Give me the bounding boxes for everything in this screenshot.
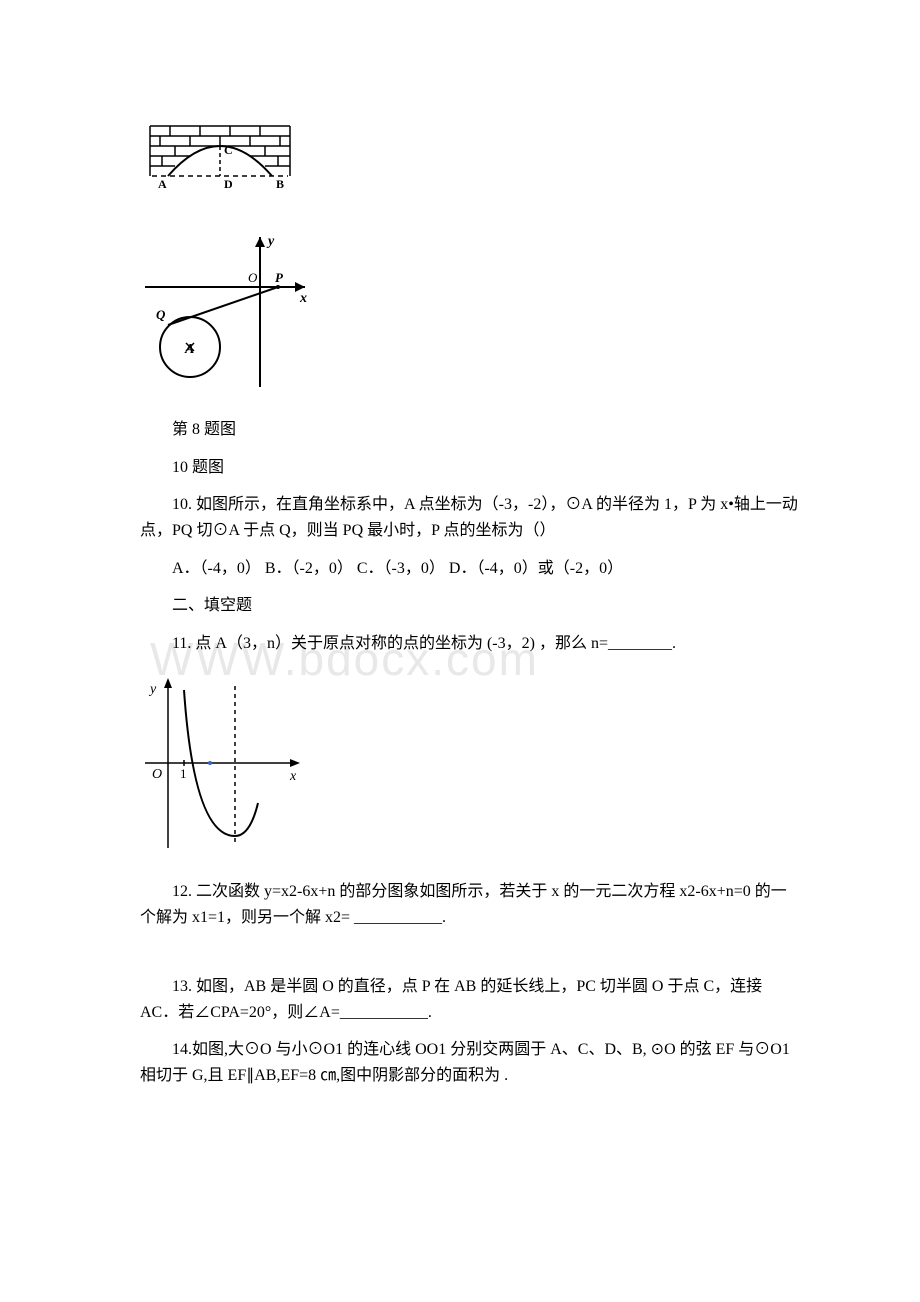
figure-12-parabola: y x O 1 xyxy=(140,668,800,867)
label-c: C xyxy=(224,143,233,157)
label-x: x xyxy=(289,769,297,784)
label-b: B xyxy=(276,177,284,191)
label-y: y xyxy=(266,234,275,249)
figure-8-arch: A B C D xyxy=(140,118,800,207)
question-11: 11. 点 A（3，n）关于原点对称的点的坐标为 (-3，2) ，那么 n=__… xyxy=(140,631,800,657)
caption-figure-8: 第 8 题图 xyxy=(140,417,800,443)
label-o: O xyxy=(152,767,162,782)
label-o: O xyxy=(248,270,258,285)
question-13: 13. 如图，AB 是半圆 O 的直径，点 P 在 AB 的延长线上，PC 切半… xyxy=(140,974,800,1025)
caption-figure-10: 10 题图 xyxy=(140,455,800,481)
label-p: P xyxy=(275,270,284,285)
label-x: x xyxy=(299,291,307,306)
question-10-text: 10. 如图所示，在直角坐标系中，A 点坐标为（-3，-2），⊙A 的半径为 1… xyxy=(140,492,800,543)
question-12: 12. 二次函数 y=x2-6x+n 的部分图象如图所示，若关于 x 的一元二次… xyxy=(140,879,800,930)
label-y: y xyxy=(148,682,157,697)
label-one: 1 xyxy=(180,766,187,781)
label-d: D xyxy=(224,177,233,191)
label-q: Q xyxy=(156,307,166,322)
section-2-title: 二、填空题 xyxy=(140,593,800,619)
question-14: 14.如图,大⊙O 与小⊙O1 的连心线 OO1 分别交两圆于 A、C、D、B,… xyxy=(140,1037,800,1088)
figure-10-coords: y x O P A Q xyxy=(140,227,800,406)
label-a: A xyxy=(158,177,167,191)
question-10-options: A．（-4，0） B．（-2，0） C．（-3，0） D．（-4，0）或（-2，… xyxy=(140,556,800,582)
